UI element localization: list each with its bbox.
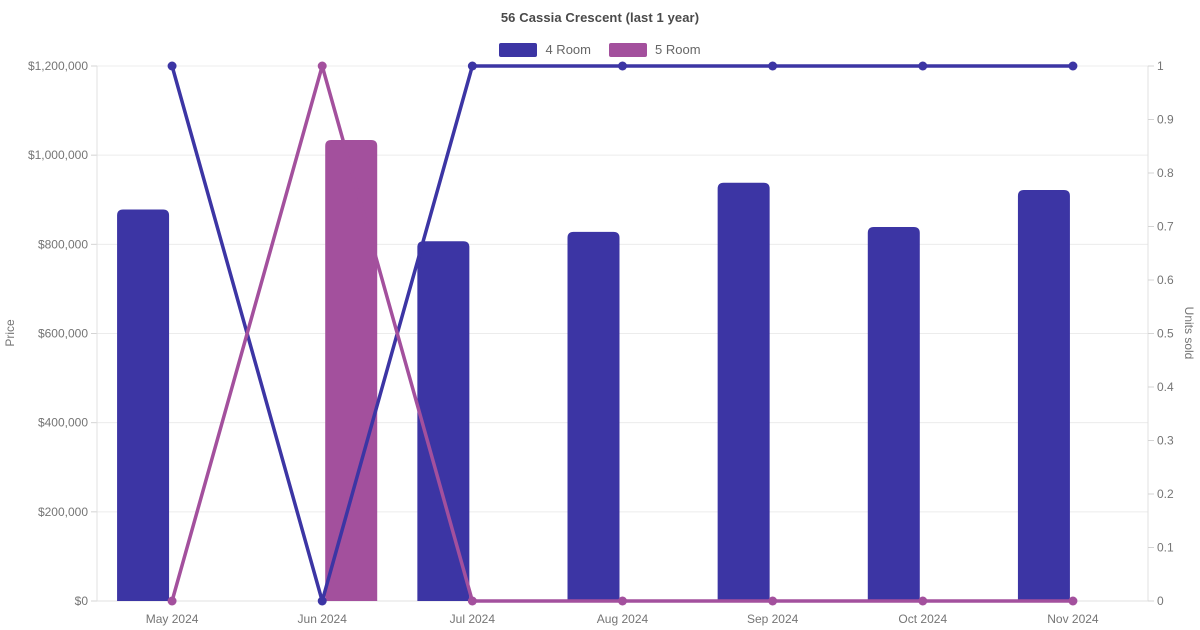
x-axis-label: Jun 2024 xyxy=(298,612,348,626)
legend-item-5-room[interactable]: 5 Room xyxy=(609,42,701,57)
point-4-room-may-2024 xyxy=(167,61,177,71)
bar-4-room-nov-2024 xyxy=(1017,189,1070,602)
bar-4-room-may-2024 xyxy=(117,209,170,601)
point-4-room-nov-2024 xyxy=(1068,61,1078,71)
bar-5-room-jun-2024 xyxy=(325,140,378,601)
point-5-room-may-2024 xyxy=(167,596,177,606)
right-axis-tick-label: 0.7 xyxy=(1157,220,1174,234)
point-4-room-oct-2024 xyxy=(918,61,928,71)
x-axis-label: Aug 2024 xyxy=(597,612,649,626)
point-5-room-aug-2024 xyxy=(618,596,627,606)
legend-label-4-room: 4 Room xyxy=(545,42,591,57)
bar-4-room-jul-2024 xyxy=(417,241,470,601)
right-axis-tick-label: 0.6 xyxy=(1157,273,1174,287)
point-4-room-jul-2024 xyxy=(467,61,477,71)
right-axis-tick-label: 0.1 xyxy=(1157,541,1174,555)
right-axis-tick-label: 0.9 xyxy=(1157,113,1174,127)
right-axis-tick-label: 0 xyxy=(1157,594,1164,608)
left-axis-tick-label: $0 xyxy=(75,594,89,608)
right-axis-tick-label: 0.3 xyxy=(1157,434,1174,448)
left-axis-tick-label: $800,000 xyxy=(38,237,88,251)
x-axis-label: Nov 2024 xyxy=(1047,612,1099,626)
legend-swatch-5-room xyxy=(609,42,647,57)
bar-4-room-oct-2024 xyxy=(867,226,920,601)
legend-label-5-room: 5 Room xyxy=(655,42,701,57)
right-axis-tick-label: 1 xyxy=(1157,59,1164,73)
point-5-room-oct-2024 xyxy=(918,596,928,606)
left-axis-tick-label: $600,000 xyxy=(38,327,88,341)
left-axis-tick-label: $1,000,000 xyxy=(28,148,88,162)
left-axis-title: Price xyxy=(3,319,17,347)
point-5-room-sep-2024 xyxy=(768,596,778,606)
left-axis-tick-label: $400,000 xyxy=(38,416,88,430)
x-axis-label: Sep 2024 xyxy=(747,612,799,626)
point-4-room-sep-2024 xyxy=(768,61,778,71)
right-axis-tick-label: 0.5 xyxy=(1157,327,1174,341)
left-axis-tick-label: $200,000 xyxy=(38,505,88,519)
point-4-room-jun-2024 xyxy=(317,596,327,606)
point-4-room-aug-2024 xyxy=(618,61,627,71)
right-axis-title: Units sold xyxy=(1182,306,1196,360)
x-axis-label: Jul 2024 xyxy=(450,612,496,626)
x-axis-label: Oct 2024 xyxy=(898,612,947,626)
right-axis-tick-label: 0.2 xyxy=(1157,487,1174,501)
legend-item-4-room[interactable]: 4 Room xyxy=(499,42,591,57)
point-5-room-jul-2024 xyxy=(467,596,477,606)
bar-4-room-aug-2024 xyxy=(567,231,620,601)
point-5-room-nov-2024 xyxy=(1068,596,1078,606)
bar-4-room-sep-2024 xyxy=(717,182,770,601)
right-axis-tick-label: 0.4 xyxy=(1157,380,1174,394)
point-5-room-jun-2024 xyxy=(317,61,327,71)
right-axis-tick-label: 0.8 xyxy=(1157,166,1174,180)
chart-title: 56 Cassia Crescent (last 1 year) xyxy=(500,10,700,25)
legend-swatch-4-room xyxy=(499,42,538,57)
left-axis-tick-label: $1,200,000 xyxy=(28,59,88,73)
chart-legend: 4 Room 5 Room xyxy=(0,42,1200,57)
x-axis-label: May 2024 xyxy=(146,612,199,626)
